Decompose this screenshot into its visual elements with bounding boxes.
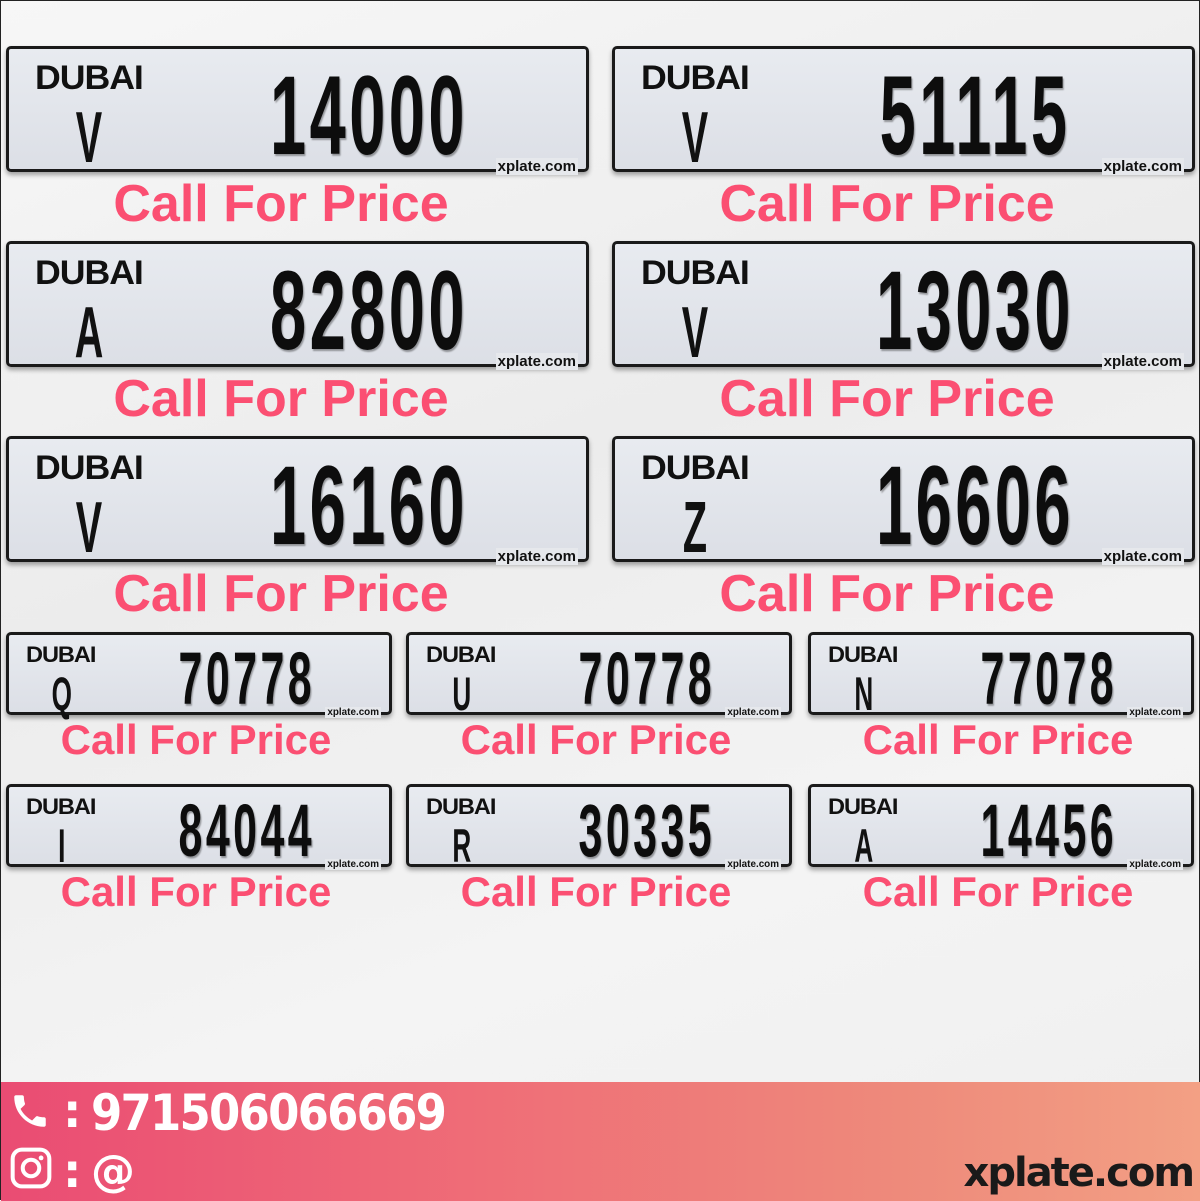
plate-number: 84044 xyxy=(178,789,315,873)
plate-number: 51115 xyxy=(879,53,1071,178)
plate-number: 82800 xyxy=(269,248,469,373)
plate-code: V xyxy=(681,98,709,178)
number-plate[interactable]: DUBAI I 84044 xplate.com xyxy=(6,784,392,873)
emirate-label: DUBAI xyxy=(26,793,96,819)
number-plate[interactable]: DUBAI A 82800 xplate.com xyxy=(6,241,589,373)
instagram-separator: : xyxy=(63,1144,82,1198)
plate-code: A xyxy=(74,293,104,373)
call-for-price[interactable]: Call For Price xyxy=(719,175,1055,233)
plate-number: 77078 xyxy=(980,637,1117,721)
plate-code: I xyxy=(58,819,66,873)
plate-code: V xyxy=(681,293,709,373)
emirate-label: DUBAI xyxy=(641,254,750,292)
plate-code: N xyxy=(854,667,874,721)
number-plate[interactable]: DUBAI Z 16606 xplate.com xyxy=(612,436,1195,568)
call-for-price[interactable]: Call For Price xyxy=(113,565,449,623)
plate-watermark: xplate.com xyxy=(495,353,578,370)
plate-watermark: xplate.com xyxy=(725,707,781,718)
number-plate[interactable]: DUBAI V 13030 xplate.com xyxy=(612,241,1195,373)
plate-watermark: xplate.com xyxy=(495,548,578,565)
call-for-price[interactable]: Call For Price xyxy=(113,370,449,428)
call-for-price[interactable]: Call For Price xyxy=(60,868,332,915)
plate-number: 14456 xyxy=(980,789,1117,873)
emirate-label: DUBAI xyxy=(35,449,144,487)
plate-number: 14000 xyxy=(269,53,469,178)
phone-number[interactable]: 971506066669 xyxy=(91,1084,447,1142)
call-for-price[interactable]: Call For Price xyxy=(460,716,732,763)
call-for-price[interactable]: Call For Price xyxy=(113,175,449,233)
plate-watermark: xplate.com xyxy=(1127,859,1183,870)
instagram-handle[interactable]: @ xyxy=(91,1146,135,1197)
number-plate[interactable]: DUBAI R 30335 xplate.com xyxy=(406,784,792,873)
plate-code: A xyxy=(854,819,874,873)
plate-watermark: xplate.com xyxy=(1101,158,1184,175)
instagram-icon[interactable] xyxy=(9,1146,53,1190)
plate-watermark: xplate.com xyxy=(325,859,381,870)
call-for-price[interactable]: Call For Price xyxy=(862,716,1134,763)
phone-separator: : xyxy=(63,1084,82,1138)
plate-number: 16606 xyxy=(875,443,1075,568)
emirate-label: DUBAI xyxy=(426,641,496,667)
emirate-label: DUBAI xyxy=(26,641,96,667)
plate-watermark: xplate.com xyxy=(1101,548,1184,565)
plate-watermark: xplate.com xyxy=(1127,707,1183,718)
plate-number: 70778 xyxy=(578,637,715,721)
phone-icon xyxy=(14,1095,46,1127)
plate-number: 13030 xyxy=(875,248,1075,373)
number-plate[interactable]: DUBAI U 70778 xplate.com xyxy=(406,632,792,721)
emirate-label: DUBAI xyxy=(828,793,898,819)
number-plate[interactable]: DUBAI Q 70778 xplate.com xyxy=(6,632,392,721)
number-plate[interactable]: DUBAI V 16160 xplate.com xyxy=(6,436,589,568)
plate-watermark: xplate.com xyxy=(495,158,578,175)
plate-code: Q xyxy=(51,667,72,721)
emirate-label: DUBAI xyxy=(426,793,496,819)
emirate-label: DUBAI xyxy=(35,59,144,97)
plate-code: V xyxy=(75,488,103,568)
number-plate[interactable]: DUBAI V 14000 xplate.com xyxy=(6,46,589,178)
plate-number: 70778 xyxy=(178,637,315,721)
plate-number: 30335 xyxy=(578,789,715,873)
contact-footer: : 971506066669 : @ xplate.com xyxy=(1,1082,1200,1201)
plate-watermark: xplate.com xyxy=(725,859,781,870)
number-plate[interactable]: DUBAI A 14456 xplate.com xyxy=(808,784,1194,873)
plate-code: R xyxy=(452,819,472,873)
plate-watermark: xplate.com xyxy=(1101,353,1184,370)
call-for-price[interactable]: Call For Price xyxy=(719,370,1055,428)
call-for-price[interactable]: Call For Price xyxy=(60,716,332,763)
call-for-price[interactable]: Call For Price xyxy=(862,868,1134,915)
plate-code: V xyxy=(75,98,103,178)
call-for-price[interactable]: Call For Price xyxy=(719,565,1055,623)
call-for-price[interactable]: Call For Price xyxy=(460,868,732,915)
emirate-label: DUBAI xyxy=(35,254,144,292)
emirate-label: DUBAI xyxy=(641,59,750,97)
plate-watermark: xplate.com xyxy=(325,707,381,718)
emirate-label: DUBAI xyxy=(641,449,750,487)
number-plate[interactable]: DUBAI V 51115 xplate.com xyxy=(612,46,1195,178)
site-logo[interactable]: xplate.com xyxy=(963,1150,1195,1196)
plate-number: 16160 xyxy=(269,443,469,568)
plate-code: U xyxy=(452,667,472,721)
plate-code: Z xyxy=(682,488,708,568)
emirate-label: DUBAI xyxy=(828,641,898,667)
number-plate[interactable]: DUBAI N 77078 xplate.com xyxy=(808,632,1194,721)
